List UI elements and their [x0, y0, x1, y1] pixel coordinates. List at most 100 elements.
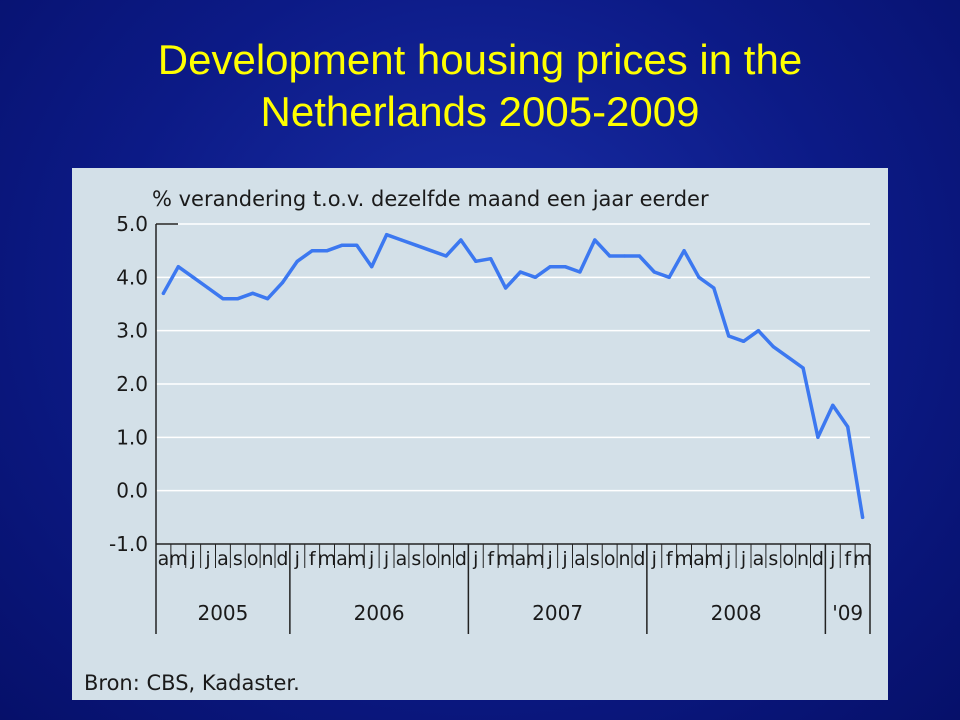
y-tick-label: -1.0 — [109, 532, 148, 556]
data-point — [206, 286, 210, 290]
data-point — [236, 297, 240, 301]
month-label: d — [455, 548, 467, 570]
month-label: o — [782, 548, 794, 570]
month-label: m — [496, 548, 515, 570]
data-point — [191, 275, 195, 279]
data-point — [608, 254, 612, 258]
grid-lines — [156, 223, 870, 492]
y-tick-label: 0.0 — [116, 479, 148, 503]
month-label: n — [619, 548, 631, 570]
month-label: a — [396, 548, 408, 570]
data-point — [295, 259, 299, 263]
data-point — [652, 270, 656, 274]
data-point — [756, 329, 761, 333]
data-point — [355, 243, 359, 247]
month-label: m — [318, 548, 337, 570]
data-point — [727, 334, 731, 338]
data-point — [489, 257, 493, 261]
month-label: s — [233, 548, 243, 570]
data-point — [846, 425, 850, 429]
year-label: 2006 — [354, 601, 405, 625]
chart-panel: % verandering t.o.v. dezelfde maand een … — [72, 168, 888, 700]
y-tick-label: 5.0 — [116, 212, 148, 236]
year-label: 2005 — [197, 601, 248, 625]
data-point — [399, 238, 404, 242]
month-label: m — [348, 548, 367, 570]
series-layer — [161, 232, 865, 520]
month-label: m — [526, 548, 545, 570]
month-label: j — [547, 548, 553, 570]
data-point — [816, 435, 820, 439]
month-label: j — [561, 548, 567, 570]
month-label: m — [675, 548, 694, 570]
x-year-labels: 2005 2006 2007 2008 '09 — [155, 544, 871, 634]
month-label: j — [472, 548, 478, 570]
data-point — [251, 291, 255, 295]
data-point — [712, 286, 716, 290]
data-point — [459, 238, 463, 242]
month-label: a — [515, 548, 527, 570]
data-point — [474, 259, 478, 263]
year-label: '09 — [832, 601, 863, 625]
data-point — [831, 403, 835, 407]
month-label: m — [853, 548, 872, 570]
data-point — [429, 249, 433, 253]
month-label: j — [740, 548, 746, 570]
data-point — [310, 249, 314, 253]
month-label: s — [411, 548, 421, 570]
slide-title: Development housing prices in the Nether… — [0, 34, 960, 138]
data-point — [563, 265, 567, 269]
data-point — [503, 286, 508, 290]
month-label: s — [768, 548, 778, 570]
month-label: m — [169, 548, 188, 570]
data-point — [325, 249, 329, 253]
y-tick-label: 4.0 — [116, 265, 148, 289]
month-label: d — [633, 548, 645, 570]
data-point — [414, 243, 418, 247]
data-point — [548, 265, 552, 269]
data-point — [280, 281, 285, 285]
month-label: f — [309, 548, 317, 570]
month-label: j — [651, 548, 657, 570]
month-label: d — [276, 548, 288, 570]
data-point — [161, 291, 166, 295]
data-point — [518, 270, 523, 274]
y-tick-label: 1.0 — [116, 425, 148, 449]
month-label: n — [797, 548, 809, 570]
data-point — [370, 265, 374, 269]
month-label: j — [383, 548, 389, 570]
month-label: d — [812, 548, 824, 570]
y-tick-label: 3.0 — [116, 319, 148, 343]
month-label: a — [158, 548, 170, 570]
month-label: o — [425, 548, 437, 570]
month-label: a — [753, 548, 765, 570]
month-label: f — [666, 548, 674, 570]
data-point — [697, 275, 701, 279]
data-point — [593, 238, 597, 242]
data-point — [176, 265, 180, 269]
month-label: s — [590, 548, 600, 570]
month-label: o — [247, 548, 259, 570]
data-point — [622, 254, 627, 258]
month-label: f — [844, 548, 852, 570]
month-label: j — [190, 548, 196, 570]
month-label: j — [294, 548, 300, 570]
data-point — [771, 345, 775, 349]
month-label: f — [487, 548, 495, 570]
data-point — [860, 515, 865, 519]
line-chart: % verandering t.o.v. dezelfde maand een … — [84, 187, 872, 695]
data-point — [682, 249, 686, 253]
year-label: 2008 — [711, 601, 762, 625]
month-label: a — [217, 548, 229, 570]
month-label: o — [604, 548, 616, 570]
slide-title-line-1: Development housing prices in the — [157, 36, 803, 83]
data-point — [265, 297, 270, 301]
month-label: a — [693, 548, 705, 570]
slide-title-line-2: Netherlands 2005-2009 — [260, 88, 700, 135]
data-point — [741, 339, 746, 343]
data-point — [384, 233, 389, 237]
data-point — [578, 270, 582, 274]
y-tick-labels: 5.0 4.0 3.0 2.0 1.0 0.0 -1.0 — [109, 212, 148, 556]
data-point — [444, 254, 448, 258]
